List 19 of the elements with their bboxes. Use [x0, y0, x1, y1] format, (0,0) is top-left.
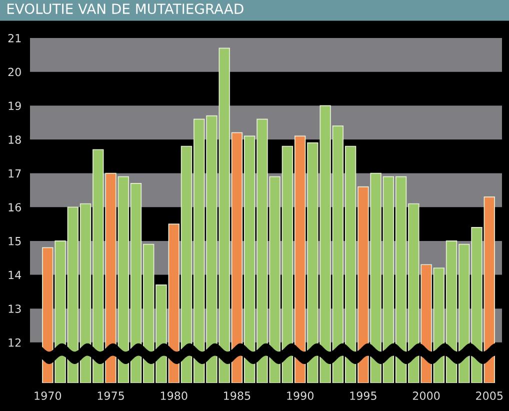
y-tick-label: 13 — [8, 304, 21, 313]
x-tick-label: 1980 — [160, 392, 188, 400]
y-tick-label: 14 — [8, 270, 22, 279]
y-tick-label: 18 — [8, 135, 21, 144]
y-tick-label: 20 — [8, 68, 21, 76]
x-tick-label: 1995 — [350, 392, 376, 400]
y-tick-label: 16 — [8, 203, 21, 212]
x-tick-label: 1975 — [98, 392, 124, 400]
y-tick-label: 21 — [8, 34, 21, 42]
y-tick-label: 17 — [8, 169, 21, 178]
x-tick-label: 1970 — [34, 392, 62, 400]
y-tick-label: 12 — [8, 338, 21, 347]
chart-title: EVOLUTIE VAN DE MUTATIEGRAAD — [7, 4, 244, 14]
x-tick-label: 1985 — [224, 392, 250, 400]
x-tick-label: 2005 — [476, 392, 503, 400]
x-tick-label: 2000 — [412, 392, 440, 400]
y-tick-label: 19 — [8, 102, 21, 110]
y-tick-label: 15 — [8, 237, 21, 246]
x-tick-label: 1990 — [287, 392, 314, 400]
